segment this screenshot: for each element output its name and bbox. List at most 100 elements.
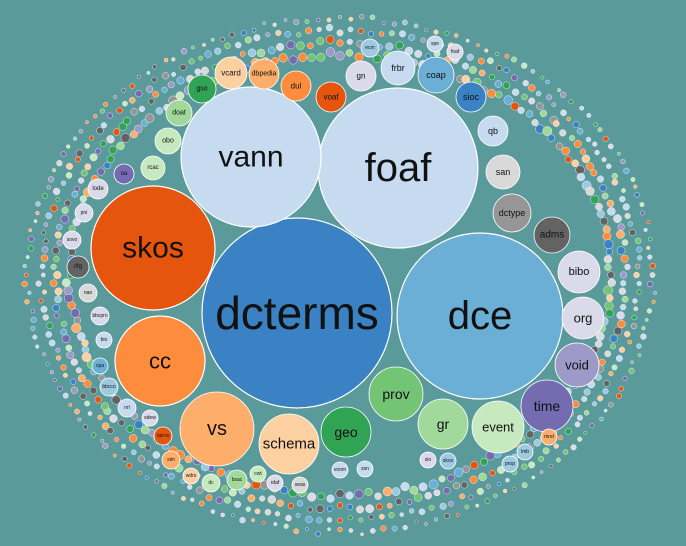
bubble-circle[interactable] <box>516 443 534 461</box>
bubble-mrel[interactable]: mrel <box>540 428 558 446</box>
bubble-dc[interactable]: dc <box>201 473 221 493</box>
bubble-doat[interactable]: doat <box>165 99 193 127</box>
bubble-sovo[interactable]: sovo <box>62 230 82 250</box>
bubble-dctype[interactable]: dctype <box>492 193 532 233</box>
bubble-circle[interactable] <box>368 366 424 422</box>
bubble-cc[interactable]: cc <box>114 315 206 407</box>
bubble-circle[interactable] <box>258 413 320 475</box>
bubble-sim[interactable]: sim <box>161 450 181 470</box>
bubble-circle[interactable] <box>380 50 416 86</box>
bubble-frbr[interactable]: frbr <box>380 50 416 86</box>
bubble-circle[interactable] <box>114 315 206 407</box>
bubble-nao[interactable]: nao <box>78 283 98 303</box>
bubble-seas[interactable]: seas <box>291 476 309 494</box>
bubble-circle[interactable] <box>291 476 309 494</box>
bubble-circle[interactable] <box>501 455 519 473</box>
bubble-obo[interactable]: obo <box>154 127 182 155</box>
bubble-vann[interactable]: vann <box>180 86 322 228</box>
bubble-voaf[interactable]: voaf <box>315 81 347 113</box>
bubble-circle[interactable] <box>99 377 119 397</box>
bubble-san[interactable]: san <box>485 154 521 190</box>
bubble-rlfg[interactable]: rlfg <box>66 255 90 279</box>
bubble-circle[interactable] <box>417 56 455 94</box>
bubble-circle[interactable] <box>249 465 267 483</box>
bubble-void[interactable]: void <box>554 342 600 388</box>
bubble-cpa[interactable]: cpa <box>91 357 109 375</box>
bubble-circle[interactable] <box>165 99 193 127</box>
bubble-circle[interactable] <box>140 155 166 181</box>
bubble-circle[interactable] <box>201 473 221 493</box>
bubble-dcterms[interactable]: dcterms <box>201 217 393 409</box>
bubble-circle[interactable] <box>356 460 374 478</box>
bubble-foaf[interactable]: foaf <box>446 43 464 61</box>
bubble-nrl[interactable]: nrl <box>117 398 137 418</box>
bubble-gr[interactable]: gr <box>417 398 469 450</box>
bubble-rdaf[interactable]: rdaf <box>266 474 284 492</box>
bubble-circle[interactable] <box>201 217 393 409</box>
bubble-bio[interactable]: bio <box>95 331 113 349</box>
bubble-circle[interactable] <box>446 43 464 61</box>
bubble-circle[interactable] <box>214 56 248 90</box>
bubble-circle[interactable] <box>417 398 469 450</box>
bubble-vs[interactable]: vs <box>179 391 255 467</box>
bubble-vcard[interactable]: vcard <box>214 56 248 90</box>
bubble-prop[interactable]: prop <box>501 455 519 473</box>
bubble-skos[interactable]: skos <box>90 185 216 311</box>
bubble-bbcco[interactable]: bbcco <box>99 377 119 397</box>
bubble-circle[interactable] <box>180 86 322 228</box>
bubble-circle[interactable] <box>161 450 181 470</box>
bubble-circle[interactable] <box>485 154 521 190</box>
bubble-ecm[interactable]: ecm <box>360 38 380 58</box>
bubble-adms[interactable]: adms <box>533 216 571 254</box>
bubble-circle[interactable] <box>419 451 437 469</box>
bubble-circle[interactable] <box>540 428 558 446</box>
bubble-oa[interactable]: oa <box>113 163 135 185</box>
bubble-circle[interactable] <box>455 81 487 113</box>
bubble-wdrs[interactable]: wdrs <box>182 467 200 485</box>
bubble-circle[interactable] <box>477 115 509 147</box>
bubble-lode[interactable]: lode <box>87 178 109 200</box>
bubble-circle[interactable] <box>87 178 109 200</box>
bubble-sio[interactable]: sio <box>419 451 437 469</box>
bubble-circle[interactable] <box>315 81 347 113</box>
bubble-circle[interactable] <box>492 193 532 233</box>
bubble-circle[interactable] <box>426 35 444 53</box>
bubble-circle[interactable] <box>113 163 135 185</box>
bubble-cwt[interactable]: cwt <box>249 465 267 483</box>
bubble-circle[interactable] <box>74 203 94 223</box>
bubble-schema[interactable]: schema <box>258 413 320 475</box>
bubble-bbcpro[interactable]: bbcpro <box>90 306 110 326</box>
bubble-circle[interactable] <box>345 60 377 92</box>
bubble-qb[interactable]: qb <box>477 115 509 147</box>
bubble-lmb[interactable]: lmb <box>516 443 534 461</box>
bubble-ssn[interactable]: ssn <box>356 460 374 478</box>
bubble-circle[interactable] <box>331 461 349 479</box>
bubble-circle[interactable] <box>248 58 280 90</box>
bubble-circle[interactable] <box>153 426 173 446</box>
bubble-foaf[interactable]: foaf <box>317 87 479 249</box>
bubble-prov[interactable]: prov <box>368 366 424 422</box>
bubble-oprov[interactable]: oprov <box>153 426 173 446</box>
bubble-circle[interactable] <box>179 391 255 467</box>
bubble-circle[interactable] <box>561 296 605 340</box>
bubble-sioc[interactable]: sioc <box>455 81 487 113</box>
bubble-circle[interactable] <box>557 250 601 294</box>
bubble-event[interactable]: event <box>471 400 525 454</box>
bubble-circle[interactable] <box>280 70 312 102</box>
bubble-rcac[interactable]: rcac <box>140 155 166 181</box>
bubble-circle[interactable] <box>360 38 380 58</box>
bubble-spe[interactable]: spe <box>426 35 444 53</box>
bubble-gn[interactable]: gn <box>345 60 377 92</box>
bubble-circle[interactable] <box>90 185 216 311</box>
bubble-circle[interactable] <box>66 255 90 279</box>
bubble-circle[interactable] <box>266 474 284 492</box>
bubble-dbpedia[interactable]: dbpedia <box>248 58 280 90</box>
bubble-circle[interactable] <box>91 357 109 375</box>
bubble-circle[interactable] <box>471 400 525 454</box>
bubble-sdew[interactable]: sdew <box>141 409 159 427</box>
bubble-circle[interactable] <box>141 409 159 427</box>
bubble-dce[interactable]: dce <box>396 232 564 400</box>
bubble-dul[interactable]: dul <box>280 70 312 102</box>
bubble-geo[interactable]: geo <box>320 406 372 458</box>
bubble-circle[interactable] <box>187 74 217 104</box>
